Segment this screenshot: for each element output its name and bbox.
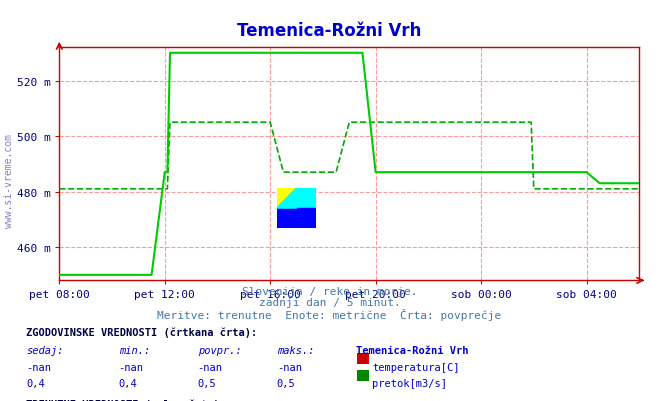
Text: temperatura[C]: temperatura[C] bbox=[372, 362, 460, 372]
Text: Meritve: trenutne  Enote: metrične  Črta: povprečje: Meritve: trenutne Enote: metrične Črta: … bbox=[158, 308, 501, 320]
Polygon shape bbox=[277, 188, 316, 209]
Text: pretok[m3/s]: pretok[m3/s] bbox=[372, 379, 447, 389]
Text: ZGODOVINSKE VREDNOSTI (črtkana črta):: ZGODOVINSKE VREDNOSTI (črtkana črta): bbox=[26, 327, 258, 337]
Text: maks.:: maks.: bbox=[277, 345, 314, 355]
Bar bbox=[297, 188, 316, 229]
Text: Temenica-Rožni Vrh: Temenica-Rožni Vrh bbox=[237, 22, 422, 40]
Text: Temenica-Rožni Vrh: Temenica-Rožni Vrh bbox=[356, 345, 469, 355]
Text: -nan: -nan bbox=[26, 362, 51, 372]
Text: www.si-vreme.com: www.si-vreme.com bbox=[3, 134, 14, 227]
Text: min.:: min.: bbox=[119, 345, 150, 355]
Text: -nan: -nan bbox=[198, 362, 223, 372]
Text: TRENUTNE VREDNOSTI (polna črta):: TRENUTNE VREDNOSTI (polna črta): bbox=[26, 399, 226, 401]
Text: 0,5: 0,5 bbox=[277, 379, 295, 389]
Polygon shape bbox=[277, 209, 316, 229]
Text: 0,5: 0,5 bbox=[198, 379, 216, 389]
Text: sedaj:: sedaj: bbox=[26, 345, 64, 355]
Text: zadnji dan / 5 minut.: zadnji dan / 5 minut. bbox=[258, 298, 401, 308]
Text: 0,4: 0,4 bbox=[119, 379, 137, 389]
Text: -nan: -nan bbox=[277, 362, 302, 372]
Text: -nan: -nan bbox=[119, 362, 144, 372]
Text: povpr.:: povpr.: bbox=[198, 345, 241, 355]
Text: 0,4: 0,4 bbox=[26, 379, 45, 389]
Text: Slovenija / reke in morje.: Slovenija / reke in morje. bbox=[242, 287, 417, 297]
Bar bbox=[277, 188, 297, 229]
Polygon shape bbox=[277, 188, 297, 209]
